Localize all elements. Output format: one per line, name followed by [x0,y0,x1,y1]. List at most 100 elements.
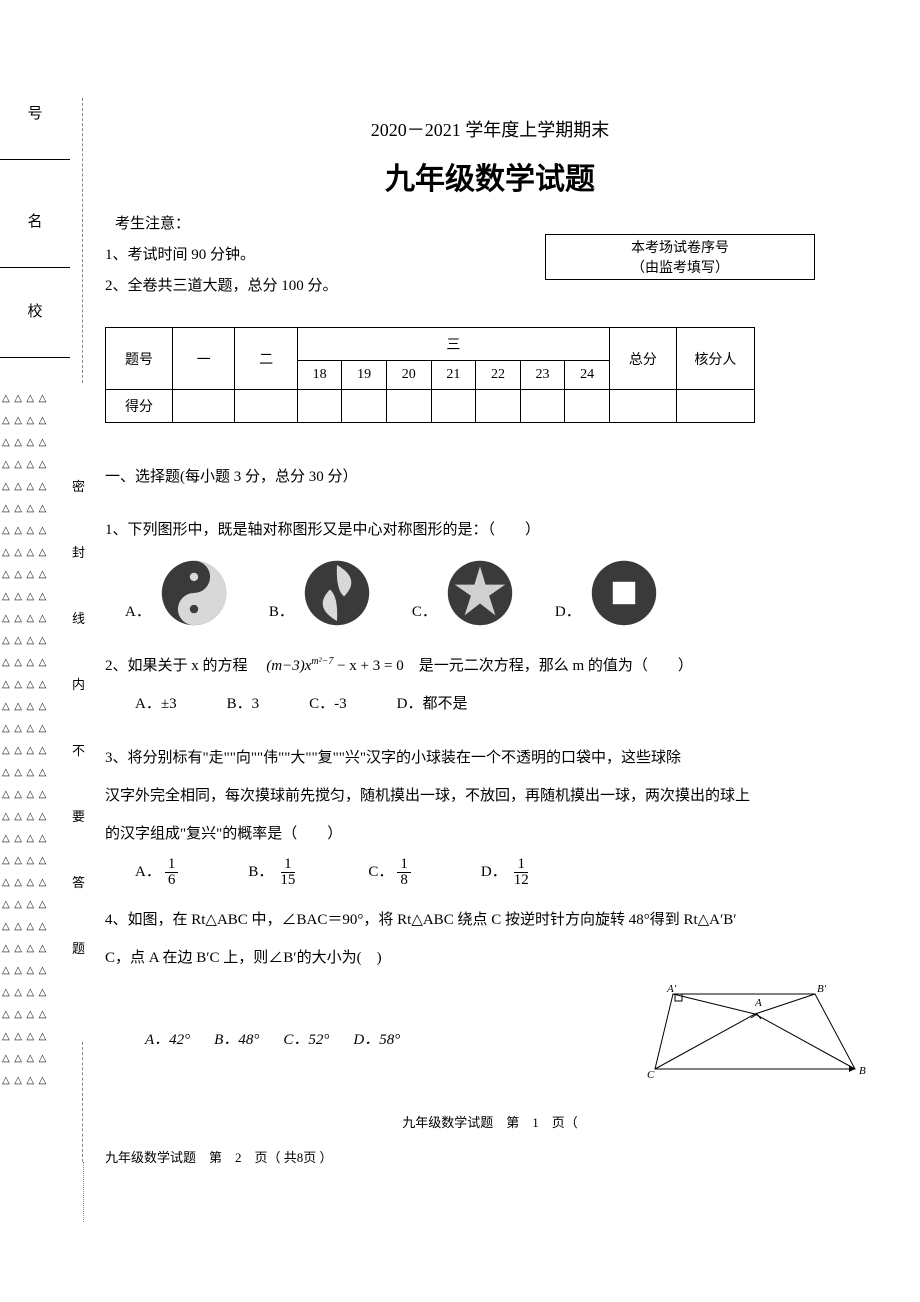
seal-char: 不 [72,740,86,762]
q1-text: 1、下列图形中，既是轴对称图形又是中心对称图形的是：（ ） [105,514,875,546]
field-ming: 名 [0,210,70,268]
row-defen: 得分 [106,390,173,423]
score-cell [172,390,234,423]
q1-opt-b: B． [269,558,372,628]
footer-line-1: 九年级数学试题 第 1 页（ [105,1112,875,1131]
triangle-row: △ △ △ △ [2,696,84,718]
q3-opt-c: C．18 [368,856,411,888]
q1-opt-d-letter: D． [555,596,581,628]
triangle-row: △ △ △ △ [2,1070,84,1092]
field-ming-line [0,267,70,268]
svg-text:B′: B′ [817,984,827,995]
seal-line-upper [82,98,83,383]
section1-title: 一、选择题(每小题 3 分，总分 30 分） [105,465,875,486]
triangle-row: △ △ △ △ [2,498,84,520]
subcol-cell: 21 [431,361,476,390]
col-er: 二 [235,328,297,390]
q3-opt-b: B．115 [248,856,298,888]
q3-line3: 的汉字组成"复兴"的概率是（ ） [105,818,875,850]
field-xiao-label: 校 [27,300,42,321]
q2-formula-exp: m²−7 [311,656,333,667]
q1-opt-a-letter: A． [125,596,151,628]
field-hao-label: 号 [27,102,42,123]
swirl-icon [302,558,372,628]
score-cell [235,390,297,423]
q3-options: A．16 B．115 C．18 D．112 [105,856,875,888]
triangle-row: △ △ △ △ [2,630,84,652]
subcol-cell: 24 [565,361,610,390]
q4-opt-b: B．48° [214,1024,259,1056]
q2-formula-base: (m−3)x [266,658,311,674]
score-row: 得分 [106,390,755,423]
triangle-row: △ △ △ △ [2,454,84,476]
subcol-cell: 22 [476,361,521,390]
field-hao-line [0,159,70,160]
star-icon [445,558,515,628]
seal-char: 内 [72,674,86,696]
q1-options: A． B． [105,558,875,628]
seal-line-lower [82,1042,83,1162]
score-cell [342,390,387,423]
q4-opt-a: A．42° [145,1024,190,1056]
subcol-cell: 19 [342,361,387,390]
triangle-row: △ △ △ △ [2,586,84,608]
triangle-row: △ △ △ △ [2,894,84,916]
sidebar-binding-area: 号 名 校 △ △ △ △ △ △ △ △ △ △ △ △ △ △ △ △ 密△… [0,0,90,1302]
field-xiao-line [0,357,70,358]
q2: 2、如果关于 x 的方程 (m−3)xm²−7 − x + 3 = 0 是一元二… [105,646,875,720]
triangle-row: △ △ △ △ [2,982,84,1004]
q1-opt-c-letter: C． [412,596,437,628]
q1: 1、下列图形中，既是轴对称图形又是中心对称图形的是：（ ） A． B． [105,514,875,628]
score-cell [297,390,342,423]
q1-opt-c: C． [412,558,515,628]
q4-line1: 4、如图，在 Rt△ABC 中，∠BAC＝90°，将 Rt△ABC 绕点 C 按… [105,904,875,936]
q4-options: A．42° B．48° C．52° D．58° [105,1024,595,1056]
field-ming-label: 名 [27,210,42,231]
q4: 4、如图，在 Rt△ABC 中，∠BAC＝90°，将 Rt△ABC 绕点 C 按… [105,904,875,1096]
triangle-row: △ △ △ △ [2,718,84,740]
col-yi: 一 [172,328,234,390]
header-title: 九年级数学试题 [105,154,875,198]
seq-box: 本考场试卷序号 （由监考填写） [545,234,815,280]
notice-label: 考生注意： [105,212,875,233]
score-table: 题号 一 二 三 总分 核分人 18192021222324 得分 [105,327,755,423]
triangle-row: △ △ △ △ [2,762,84,784]
col-tihao: 题号 [106,328,173,390]
q3-line1: 3、将分别标有"走""向""伟""大""复""兴"汉字的小球装在一个不透明的口袋… [105,742,875,774]
seal-char: 密 [72,476,86,498]
q3: 3、将分别标有"走""向""伟""大""复""兴"汉字的小球装在一个不透明的口袋… [105,742,875,888]
col-san: 三 [297,328,609,361]
triangle-row: △ △ △ △ [2,652,84,674]
triangle-row: △ △ △ △ [2,564,84,586]
coin-icon [589,558,659,628]
seq-sub: （由监考填写） [554,257,806,277]
q2-prefix: 2、如果关于 x 的方程 [105,658,263,674]
col-hefenren: 核分人 [676,328,754,390]
q3-opt-a: A．16 [135,856,178,888]
q1-opt-a: A． [125,558,229,628]
triangle-row: △ △ △ △ [2,410,84,432]
triangle-row: △ △ △ △ [2,520,84,542]
svg-text:C: C [647,1069,655,1081]
subcol-cell: 18 [297,361,342,390]
score-cell [565,390,610,423]
score-cell [431,390,476,423]
footer-line-2: 九年级数学试题 第 2 页（ 共8页 ） [105,1147,875,1166]
page-content: 2020－2021 学年度上学期期末 九年级数学试题 考生注意： 1、考试时间 … [105,90,875,1166]
q2-opt-d: D．都不是 [397,688,468,720]
triangle-row: △ △ △ △ [2,1004,84,1026]
field-hao: 号 [0,102,70,160]
q1-opt-b-letter: B． [269,596,294,628]
q3-opt-d: D．112 [481,856,532,888]
svg-text:A: A [754,997,762,1009]
field-xiao: 校 [0,300,70,358]
triangle-row: △ △ △ △ [2,1026,84,1048]
seal-char: 线 [72,608,86,630]
triangle-row: △ △ △ △ [2,916,84,938]
triangle-row: △ △ △ △ [2,784,84,806]
q2-opt-a: A．±3 [135,688,177,720]
q2-options: A．±3 B．3 C．-3 D．都不是 [105,688,875,720]
seq-label: 本考场试卷序号 [554,237,806,257]
triangle-row: △ △ △ △ [2,388,84,410]
svg-text:B: B [859,1065,866,1077]
